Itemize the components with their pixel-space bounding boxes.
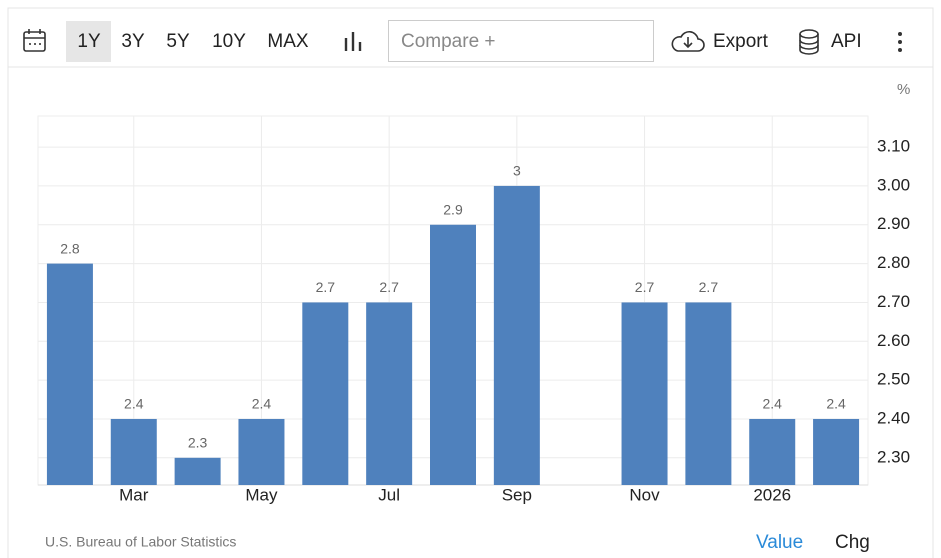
value-label: 2.7 — [316, 279, 336, 295]
export-button[interactable]: Export — [713, 31, 769, 52]
bar — [302, 302, 349, 485]
y-tick-label: 3.00 — [877, 175, 910, 194]
unit-label: % — [897, 81, 910, 98]
value-label: 2.3 — [188, 435, 208, 451]
range-selected-bg — [66, 21, 111, 62]
source: U.S. Bureau of Labor Statistics — [45, 534, 236, 550]
bar — [46, 263, 93, 485]
bar — [366, 302, 413, 485]
range-button[interactable]: 10Y — [212, 31, 246, 52]
export-icon[interactable] — [671, 31, 705, 52]
value-label: 3 — [513, 163, 521, 179]
api-button[interactable]: API — [831, 31, 862, 52]
frame — [7, 7, 934, 558]
bar — [174, 457, 221, 485]
value-label: 2.4 — [826, 396, 846, 412]
bar — [238, 418, 285, 485]
plot: 2.30 2.40 2.50 2.60 2.70 2.80 2.90 3.00 3.10 Mar M… — [37, 115, 910, 504]
value-label: 2.7 — [699, 279, 719, 295]
bar — [430, 224, 476, 486]
y-tick-label: 2.30 — [877, 447, 910, 466]
x-tick-label: 2026 — [753, 485, 791, 504]
range-button[interactable]: 3Y — [121, 31, 145, 52]
x-tick-label: Mar — [119, 485, 149, 504]
range-button[interactable]: 1Y — [77, 31, 101, 52]
bar — [110, 418, 157, 485]
y-tick-label: 2.50 — [877, 370, 910, 389]
compare-placeholder: Compare + — [401, 31, 496, 52]
bar — [749, 418, 796, 485]
y-tick-label: 2.40 — [877, 408, 910, 427]
value-label: 2.9 — [443, 201, 463, 217]
value-label: 2.8 — [60, 240, 80, 256]
api-icon[interactable] — [799, 29, 819, 55]
more-menu[interactable] — [898, 32, 902, 52]
y-tick-label: 2.60 — [877, 331, 910, 350]
y-tick-label: 3.10 — [877, 137, 910, 156]
chg-tab[interactable]: Chg — [835, 532, 870, 553]
value-label: 2.7 — [635, 279, 655, 295]
bar — [493, 185, 540, 486]
bar — [813, 418, 860, 485]
x-tick-label: Nov — [629, 485, 660, 504]
x-tick-label: May — [245, 485, 278, 504]
value-label: 2.4 — [124, 396, 144, 412]
value-tab[interactable]: Value — [756, 532, 803, 553]
range-button[interactable]: 5Y — [166, 31, 190, 52]
compare-input[interactable] — [388, 20, 654, 62]
bar — [685, 302, 732, 485]
value-label: 2.7 — [379, 279, 399, 295]
chart-type-icon[interactable] — [344, 32, 362, 51]
y-tick-label: 2.90 — [877, 214, 910, 233]
calendar-icon[interactable] — [23, 29, 46, 52]
bar — [621, 302, 668, 485]
value-label: 2.4 — [252, 396, 272, 412]
x-tick-label: Sep — [502, 485, 532, 504]
range-button[interactable]: MAX — [267, 31, 309, 52]
y-tick-label: 2.80 — [877, 253, 910, 272]
y-tick-label: 2.70 — [877, 292, 910, 311]
value-label: 2.4 — [762, 396, 782, 412]
x-tick-label: Jul — [378, 485, 400, 504]
